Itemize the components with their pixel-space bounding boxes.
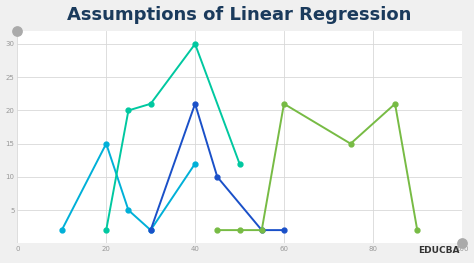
Point [14,29,21,33]
Point [458,241,465,246]
Title: Assumptions of Linear Regression: Assumptions of Linear Regression [67,6,412,24]
Text: EDUCBA: EDUCBA [418,246,460,255]
